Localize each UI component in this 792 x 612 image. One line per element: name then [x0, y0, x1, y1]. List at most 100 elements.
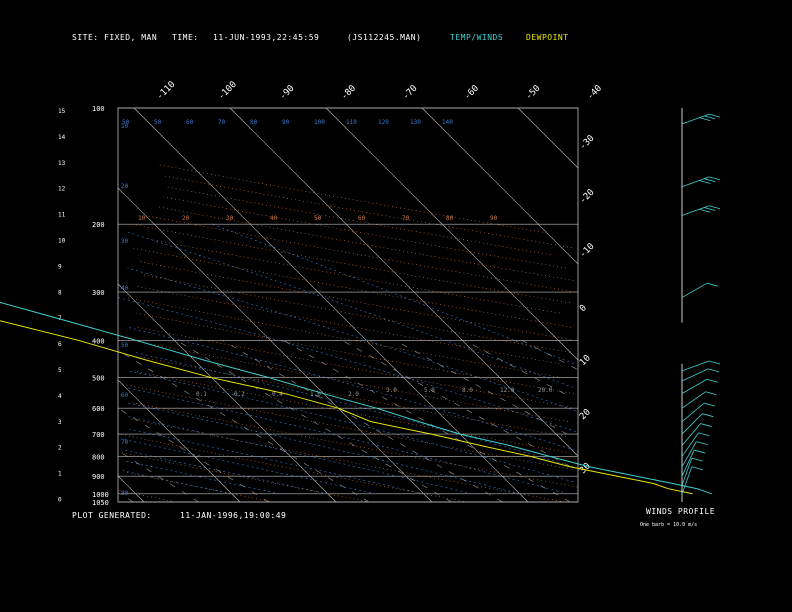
height-tick-label: 2: [58, 445, 62, 452]
theta-label-left: 20: [121, 183, 129, 190]
dry-adiabat: [119, 451, 371, 503]
pressure-tick-label: 900: [92, 473, 105, 481]
dewpoint-legend: DEWPOINT: [526, 33, 569, 42]
wind-barb-flag: [699, 180, 711, 184]
moist-adiabat: [123, 460, 280, 495]
isotherm-line: [133, 107, 529, 503]
wind-barb-flag: [708, 176, 721, 181]
wind-barb-flag: [703, 402, 716, 407]
wind-barb-flag: [699, 208, 711, 213]
isotherm-line: [325, 107, 579, 361]
isotherm-label-top: -100: [217, 80, 239, 102]
mixing-ratio-line: [464, 340, 565, 394]
dry-adiabat: [126, 297, 563, 378]
wind-barb-flag: [708, 113, 721, 118]
wind-barb-flag: [699, 117, 711, 122]
dry-adiabat: [119, 490, 176, 503]
isotherm-label-top: -60: [463, 84, 482, 103]
plot-frame: [117, 107, 579, 503]
dry-adiabat-label: 90: [490, 215, 498, 222]
isotherm-line: [117, 283, 337, 503]
plot-generated-label: PLOT GENERATED:: [72, 511, 152, 520]
mixing-ratio-line: [222, 340, 503, 503]
site-label: SITE:: [72, 33, 99, 42]
temp-legend: TEMP/WINDS: [450, 33, 504, 42]
height-tick-label: 11: [58, 212, 66, 219]
wind-barb-flag: [694, 449, 706, 454]
isotherm-line: [117, 475, 145, 503]
isotherm-label-right: -10: [578, 242, 597, 261]
mixing-ratio-line: [521, 340, 577, 370]
isotherm-label-top: -70: [401, 84, 420, 103]
site-value: FIXED, MAN: [104, 33, 158, 42]
isotherm-label-right: 20: [578, 407, 593, 422]
height-tick-label: 0: [58, 497, 62, 504]
moist-adiabat: [211, 223, 574, 364]
isotherm-line: [117, 379, 241, 503]
height-tick-label: 10: [58, 238, 66, 245]
wind-barb-flag: [707, 368, 720, 373]
dry-adiabat-label: 80: [446, 215, 454, 222]
isotherm-label-top: -40: [586, 84, 605, 103]
mixing-ratio-line: [118, 350, 370, 503]
pressure-tick-label: 500: [92, 375, 105, 383]
mixing-ratio-label: 5.0: [424, 387, 435, 394]
isotherm-line: [117, 187, 433, 503]
wind-barb-shaft: [681, 368, 709, 382]
dry-adiabat-label: 20: [182, 215, 190, 222]
moist-adiabat-label: 140: [442, 119, 453, 126]
theta-label-left: 50: [121, 342, 129, 349]
wind-barb-flag: [691, 466, 703, 471]
mixing-ratio-label: 8.0: [462, 387, 473, 394]
isotherm-label-top: -50: [524, 84, 543, 103]
moist-adiabat: [122, 449, 328, 495]
mixing-ratio-label: 2.0: [348, 391, 359, 398]
dry-adiabat: [136, 286, 560, 364]
plot-generated-value: 11-JAN-1996,19:00:49: [180, 511, 287, 520]
dry-adiabat-label: 10: [138, 215, 146, 222]
moist-adiabat-label: 120: [378, 119, 389, 126]
moist-adiabat-label: 110: [346, 119, 357, 126]
isotherm-line: [421, 107, 579, 265]
dry-adiabat: [132, 402, 578, 488]
wind-barb-flag: [691, 457, 703, 462]
pressure-tick-label: 100: [92, 105, 105, 113]
dry-adiabat: [133, 370, 567, 453]
wind-barb-flag: [708, 360, 721, 365]
moist-adiabat-label: 130: [410, 119, 421, 126]
pressure-tick-label: 800: [92, 453, 105, 461]
wind-barb-flag: [696, 441, 708, 446]
moist-adiabat: [125, 387, 568, 495]
mixing-ratio-label: 20.0: [538, 387, 553, 394]
height-tick-label: 12: [58, 186, 66, 193]
moist-adiabat: [127, 267, 577, 412]
isotherm-label-right: 10: [578, 353, 593, 368]
theta-label-left: 80: [121, 490, 129, 497]
dry-adiabat: [153, 239, 560, 314]
isotherm-label-top: -90: [278, 84, 297, 103]
height-tick-label: 3: [58, 419, 62, 426]
dry-adiabat: [122, 384, 568, 469]
moist-adiabat-label: 90: [282, 119, 290, 126]
mixing-ratio-label: 1.0: [310, 391, 321, 398]
mixing-ratio-label: 0.4: [272, 391, 283, 398]
theta-label-left: 40: [121, 285, 129, 292]
moist-adiabat: [120, 438, 376, 495]
wind-barb-flag: [704, 178, 716, 183]
height-tick-label: 14: [58, 134, 66, 141]
mixing-ratio-line: [176, 340, 452, 503]
dry-adiabat: [141, 274, 571, 353]
moist-adiabat: [128, 232, 574, 388]
wind-barb-flag: [704, 207, 716, 211]
winds-profile-title: WINDS PROFILE: [646, 507, 716, 516]
moist-adiabat: [121, 470, 232, 495]
height-tick-label: 1: [58, 471, 62, 478]
pressure-tick-label: 700: [92, 431, 105, 439]
file-name: (JS112245.MAN): [347, 33, 422, 42]
mixing-ratio-line: [341, 340, 571, 467]
moist-adiabat-label: 50: [122, 119, 130, 126]
theta-label-left: 70: [121, 439, 129, 446]
wind-barb-shaft: [681, 402, 705, 422]
dry-adiabat: [119, 433, 468, 503]
